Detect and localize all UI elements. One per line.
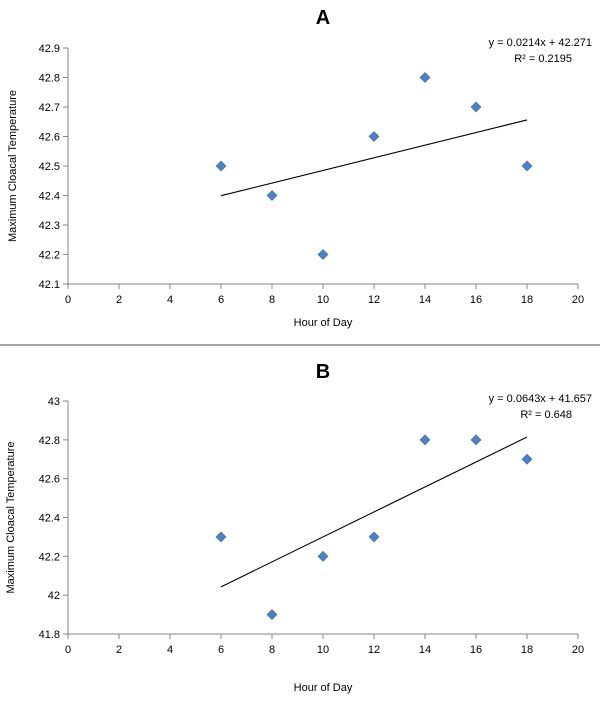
y-tick-label: 42.6 [39, 474, 60, 486]
x-tick-label: 20 [572, 644, 584, 656]
x-axis-title: Hour of Day [294, 682, 353, 694]
y-tick-label: 42.7 [39, 102, 60, 114]
x-tick-label: 2 [116, 294, 122, 306]
panel-divider [0, 344, 600, 346]
data-point [266, 190, 278, 201]
chart-a-svg: A 0 2 4 6 8 10 12 14 16 18 20 42.1 42.2 42.3 42.4 42.5 42… [7, 7, 592, 329]
chart-panel-a: A 0 2 4 6 8 10 12 14 16 18 20 42.1 42.2 42.3 42.4 42.5 42… [0, 0, 600, 345]
data-point [470, 101, 482, 113]
data-point [419, 72, 431, 83]
y-tick-label: 43 [48, 396, 60, 408]
x-tick-label: 16 [470, 644, 482, 656]
data-point [215, 531, 227, 543]
x-tick-label: 0 [65, 294, 71, 306]
trendline-equation: y = 0.0214x + 42.271 [489, 37, 592, 49]
chart-title: B [316, 361, 330, 383]
y-axis-title: Maximum Cloacal Temperature [5, 441, 17, 593]
x-tick-label: 6 [218, 644, 224, 656]
y-tick-label: 42.4 [39, 191, 60, 203]
trendline-equation: y = 0.0643x + 41.657 [489, 393, 592, 405]
y-tick-label: 42.8 [39, 73, 60, 85]
y-axis-title: Maximum Cloacal Temperature [7, 90, 19, 242]
chart-b-svg: B 0 2 4 6 8 10 12 14 16 18 20 41.8 42 42.2 42.4 42.6 42.8… [5, 361, 592, 694]
trendline-r2: R² = 0.2195 [514, 53, 572, 65]
y-tick-label: 42.8 [39, 435, 60, 447]
x-tick-label: 14 [419, 294, 431, 306]
x-tick-label: 4 [167, 294, 173, 306]
x-tick-label: 14 [419, 644, 431, 656]
data-point [521, 453, 533, 465]
y-tick-label: 41.8 [39, 629, 60, 641]
x-tick-label: 12 [368, 294, 380, 306]
x-axis-title: Hour of Day [294, 317, 353, 329]
chart-title: A [316, 7, 330, 29]
x-tick-label: 8 [269, 644, 275, 656]
data-point [368, 131, 380, 142]
data-point [215, 160, 227, 172]
x-tick-label: 10 [317, 294, 329, 306]
data-point [317, 550, 329, 562]
trendline-r2: R² = 0.648 [520, 409, 572, 421]
data-point [368, 531, 380, 543]
trendline [220, 436, 528, 588]
y-tick-label: 42.2 [39, 250, 60, 262]
y-tick-label: 42.3 [39, 220, 60, 232]
data-point [266, 609, 278, 621]
data-point [419, 434, 431, 446]
y-tick-label: 42.5 [39, 161, 60, 173]
x-tick-label: 8 [269, 294, 275, 306]
y-tick-label: 42 [48, 590, 60, 602]
x-tick-label: 18 [521, 644, 533, 656]
x-tick-label: 10 [317, 644, 329, 656]
x-tick-label: 18 [521, 294, 533, 306]
y-tick-label: 42.6 [39, 132, 60, 144]
y-tick-label: 42.9 [39, 43, 60, 55]
x-tick-label: 0 [65, 644, 71, 656]
x-tick-label: 20 [572, 294, 584, 306]
y-tick-label: 42.1 [39, 279, 60, 291]
x-tick-label: 2 [116, 644, 122, 656]
x-tick-label: 4 [167, 644, 173, 656]
chart-panel-b: B 0 2 4 6 8 10 12 14 16 18 20 41.8 42 42.2 42.4 42.6 42.8… [0, 347, 600, 697]
y-tick-label: 42.4 [39, 513, 60, 525]
trendline [220, 119, 528, 197]
data-point [521, 160, 533, 172]
y-tick-label: 42.2 [39, 551, 60, 563]
x-tick-label: 12 [368, 644, 380, 656]
data-point [470, 434, 482, 446]
data-point [317, 249, 329, 260]
x-tick-label: 6 [218, 294, 224, 306]
x-tick-label: 16 [470, 294, 482, 306]
